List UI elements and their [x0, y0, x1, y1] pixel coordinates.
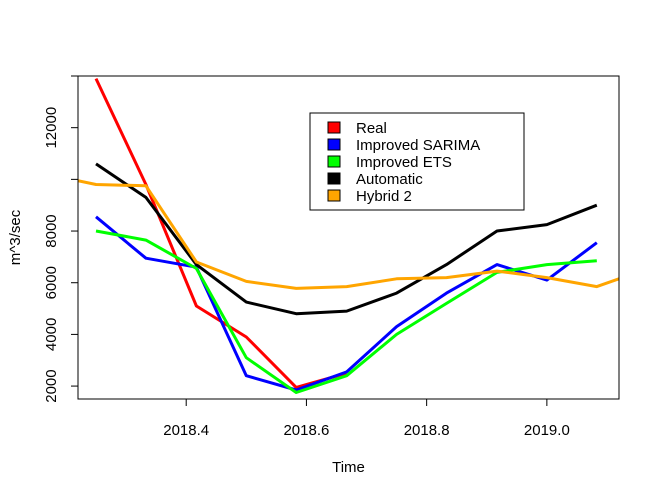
series-line-real [94, 77, 348, 389]
legend-label: Hybrid 2 [356, 188, 412, 205]
legend-label: Real [356, 120, 387, 137]
x-axis: 2018.4 2018.6 2018.8 2019.0 [163, 398, 570, 439]
x-axis-title: Time [332, 459, 365, 476]
y-tick-label: 6000 [43, 266, 60, 299]
y-tick-label: 2000 [43, 369, 60, 402]
y-tick-label: 12000 [43, 107, 60, 149]
series-line-hybrid-2 [78, 179, 619, 290]
legend-box [309, 112, 525, 211]
y-axis-title: m^3/sec [7, 209, 24, 265]
x-tick-label: 2018.8 [404, 422, 450, 439]
series-layer [78, 77, 619, 394]
y-tick-label: 8000 [43, 214, 60, 247]
series-line-automatic [95, 162, 598, 316]
x-tick-label: 2018.6 [283, 422, 329, 439]
legend-swatch [327, 138, 341, 151]
legend-swatch [327, 155, 341, 168]
legend-label: Improved SARIMA [356, 137, 480, 154]
y-axis: 2000 4000 6000 8000 12000 [43, 75, 79, 403]
legend-swatch [327, 189, 341, 202]
series-line-improved-ets [95, 229, 597, 394]
legend-swatch [327, 172, 341, 185]
x-tick-label: 2018.4 [163, 422, 209, 439]
x-tick-label: 2019.0 [524, 422, 570, 439]
legend-label: Automatic [356, 171, 423, 188]
legend-label: Improved ETS [356, 154, 452, 171]
y-tick-label: 4000 [43, 318, 60, 351]
legend-swatch [327, 121, 341, 134]
